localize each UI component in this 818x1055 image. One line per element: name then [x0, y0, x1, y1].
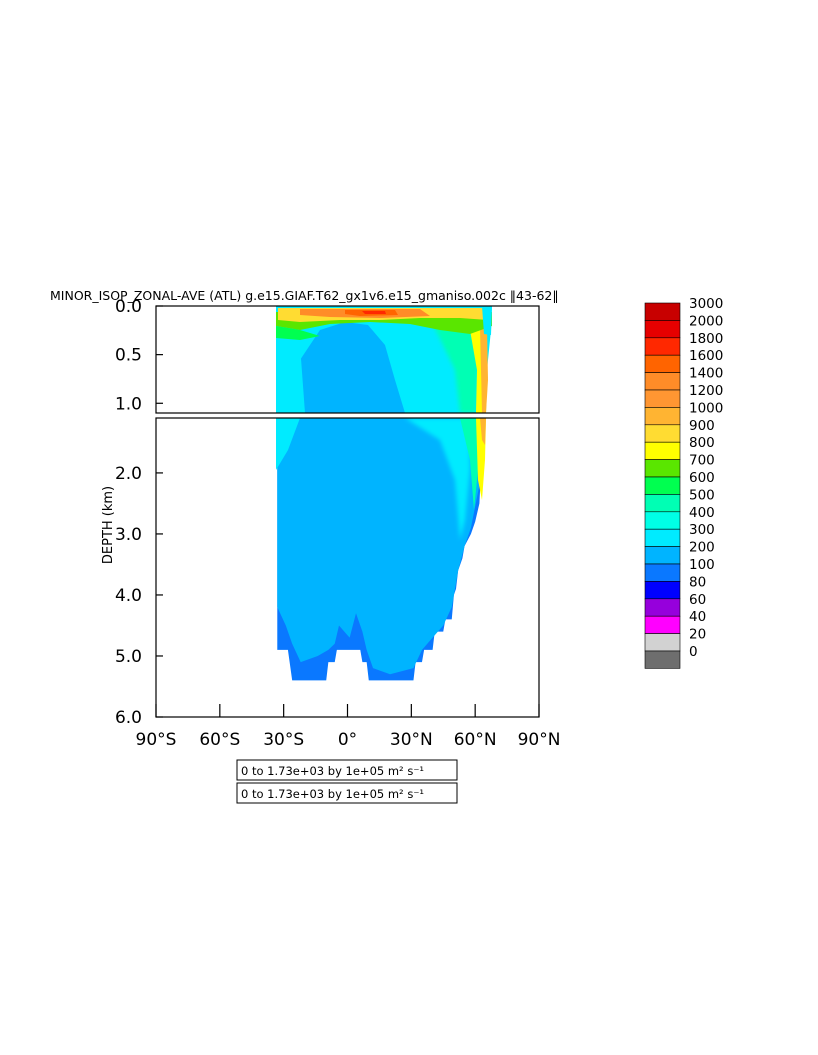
- colorbar-swatch: [644, 494, 681, 513]
- colorbar-level-label: 500: [689, 487, 715, 503]
- colorbar-swatch: [644, 511, 681, 530]
- chart-title: MINOR_ISOP_ZONAL-AVE (ATL) g.e15.GIAF.T6…: [50, 288, 559, 303]
- colorbar-level-label: 1000: [689, 400, 723, 416]
- colorbar-swatch: [644, 441, 681, 460]
- colorbar-swatch: [644, 389, 681, 408]
- colorbar-level-label: 300: [689, 522, 715, 538]
- colorbar-swatch: [644, 372, 681, 391]
- y-tick-label-upper: 1.0: [115, 394, 142, 414]
- colorbar-level-label: 800: [689, 435, 715, 451]
- colorbar-level-label: 700: [689, 453, 715, 469]
- x-tick-label: 30°S: [263, 730, 304, 750]
- colorbar-swatch: [644, 615, 681, 634]
- y-tick-label-lower: 2.0: [115, 464, 142, 484]
- colorbar-swatch: [644, 320, 681, 339]
- colorbar-level-label: 200: [689, 540, 715, 556]
- colorbar-swatch: [644, 354, 681, 373]
- x-tick-label: 30°N: [390, 730, 433, 750]
- y-tick-label-upper: 0.5: [115, 346, 142, 366]
- colorbar-swatch: [644, 598, 681, 617]
- x-ticks: 90°S 60°S 30°S 0° 30°N 60°N 90°N: [136, 704, 561, 750]
- colorbar-swatch: [644, 337, 681, 356]
- colorbar-swatch: [644, 650, 681, 669]
- colorbar: 3000200018001600140012001000900800700600…: [644, 296, 723, 669]
- lower-field-core-200: [277, 418, 480, 675]
- contour-note-2-text: 0 to 1.73e+03 by 1e+05 m² s⁻¹: [241, 787, 424, 801]
- colorbar-swatch: [644, 633, 681, 652]
- colorbar-level-label: 1400: [689, 366, 723, 382]
- upper-field-band-300: [276, 325, 305, 413]
- colorbar-level-label: 40: [689, 609, 706, 625]
- colorbar-swatch: [644, 546, 681, 565]
- upper-field-surface-1800: [362, 311, 386, 314]
- y-ticks-upper: 0.0 0.5 1.0: [115, 297, 163, 414]
- upper-field-margin-1000: [480, 326, 488, 413]
- contour-note-1: 0 to 1.73e+03 by 1e+05 m² s⁻¹: [236, 759, 458, 781]
- colorbar-swatch: [644, 528, 681, 547]
- colorbar-level-label: 3000: [689, 296, 723, 312]
- y-tick-label-lower: 5.0: [115, 647, 142, 667]
- colorbar-level-label: 20: [689, 627, 706, 643]
- upper-field-core-200: [282, 322, 405, 413]
- x-tick-label: 0°: [338, 730, 357, 750]
- colorbar-swatch: [644, 407, 681, 426]
- contour-note-1-text: 0 to 1.73e+03 by 1e+05 m² s⁻¹: [241, 764, 424, 778]
- colorbar-swatch: [644, 476, 681, 495]
- colorbar-level-label: 1200: [689, 383, 723, 399]
- colorbar-level-label: 400: [689, 505, 715, 521]
- x-tick-label: 90°N: [518, 730, 561, 750]
- upper-panel-field: [276, 306, 492, 413]
- colorbar-level-label: 100: [689, 557, 715, 573]
- colorbar-level-label: 80: [689, 574, 706, 590]
- x-tick-label: 60°N: [454, 730, 497, 750]
- colorbar-swatch: [644, 302, 681, 321]
- upper-panel-frame: [155, 305, 540, 414]
- colorbar-swatch: [644, 563, 681, 582]
- colorbar-swatch: [644, 459, 681, 478]
- y-tick-label-lower: 4.0: [115, 586, 142, 606]
- x-tick-label: 90°S: [136, 730, 177, 750]
- colorbar-level-label: 600: [689, 470, 715, 486]
- colorbar-level-label: 1600: [689, 348, 723, 364]
- lower-field-margin-1000: [480, 418, 486, 445]
- contour-note-2: 0 to 1.73e+03 by 1e+05 m² s⁻¹: [236, 782, 458, 804]
- colorbar-swatch: [644, 581, 681, 600]
- lower-panel-field: [276, 418, 491, 681]
- colorbar-level-label: 60: [689, 592, 706, 608]
- upper-field-surface-600: [276, 326, 320, 340]
- colorbar-level-label: 1800: [689, 331, 723, 347]
- colorbar-swatch: [644, 424, 681, 443]
- colorbar-level-label: 900: [689, 418, 715, 434]
- y-axis-label: DEPTH (km): [101, 486, 116, 564]
- y-tick-label-lower: 3.0: [115, 525, 142, 545]
- x-tick-label: 60°S: [199, 730, 240, 750]
- lower-field-ne-300: [405, 418, 470, 540]
- lower-field-band-300: [276, 418, 300, 470]
- y-ticks-lower: 2.0 3.0 4.0 5.0 6.0: [115, 464, 163, 728]
- y-tick-label-lower: 6.0: [115, 708, 142, 728]
- colorbar-level-label: 2000: [689, 313, 723, 329]
- upper-field-ne-500: [430, 318, 478, 413]
- upper-field-northeast-300: [482, 306, 492, 335]
- y-tick-label-upper: 0.0: [115, 297, 142, 317]
- lower-field-ne-500: [460, 418, 478, 510]
- colorbar-level-label: 0: [689, 644, 698, 660]
